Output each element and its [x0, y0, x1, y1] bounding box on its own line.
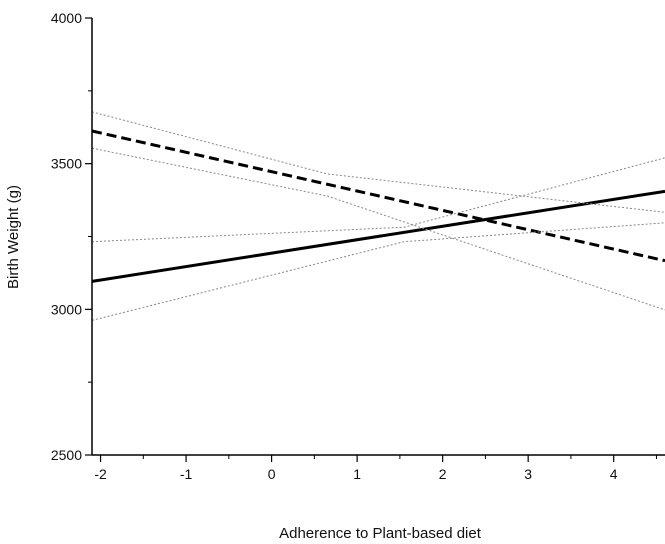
y-tick-label: 3500 — [51, 156, 82, 172]
x-tick-label: 1 — [353, 466, 361, 482]
series-line-dashed — [92, 131, 665, 261]
y-tick-label: 4000 — [51, 10, 82, 26]
y-tick-label: 3000 — [51, 301, 82, 317]
ticks-layer: 2500 3000 3500 4000 -2 -1 0 1 2 3 4 — [51, 10, 657, 482]
series-line-solid — [92, 191, 665, 281]
x-tick-label: 2 — [439, 466, 447, 482]
y-tick-label: 2500 — [51, 447, 82, 463]
x-tick-label: 0 — [268, 466, 276, 482]
series-layer — [92, 112, 665, 321]
x-tick-label: 3 — [524, 466, 532, 482]
x-tick-label: -1 — [180, 466, 193, 482]
x-tick-label: 4 — [610, 466, 618, 482]
x-tick-label: -2 — [94, 466, 107, 482]
y-axis-title: Birth Weight (g) — [5, 185, 22, 289]
x-axis-title: Adherence to Plant-based diet — [279, 525, 482, 542]
